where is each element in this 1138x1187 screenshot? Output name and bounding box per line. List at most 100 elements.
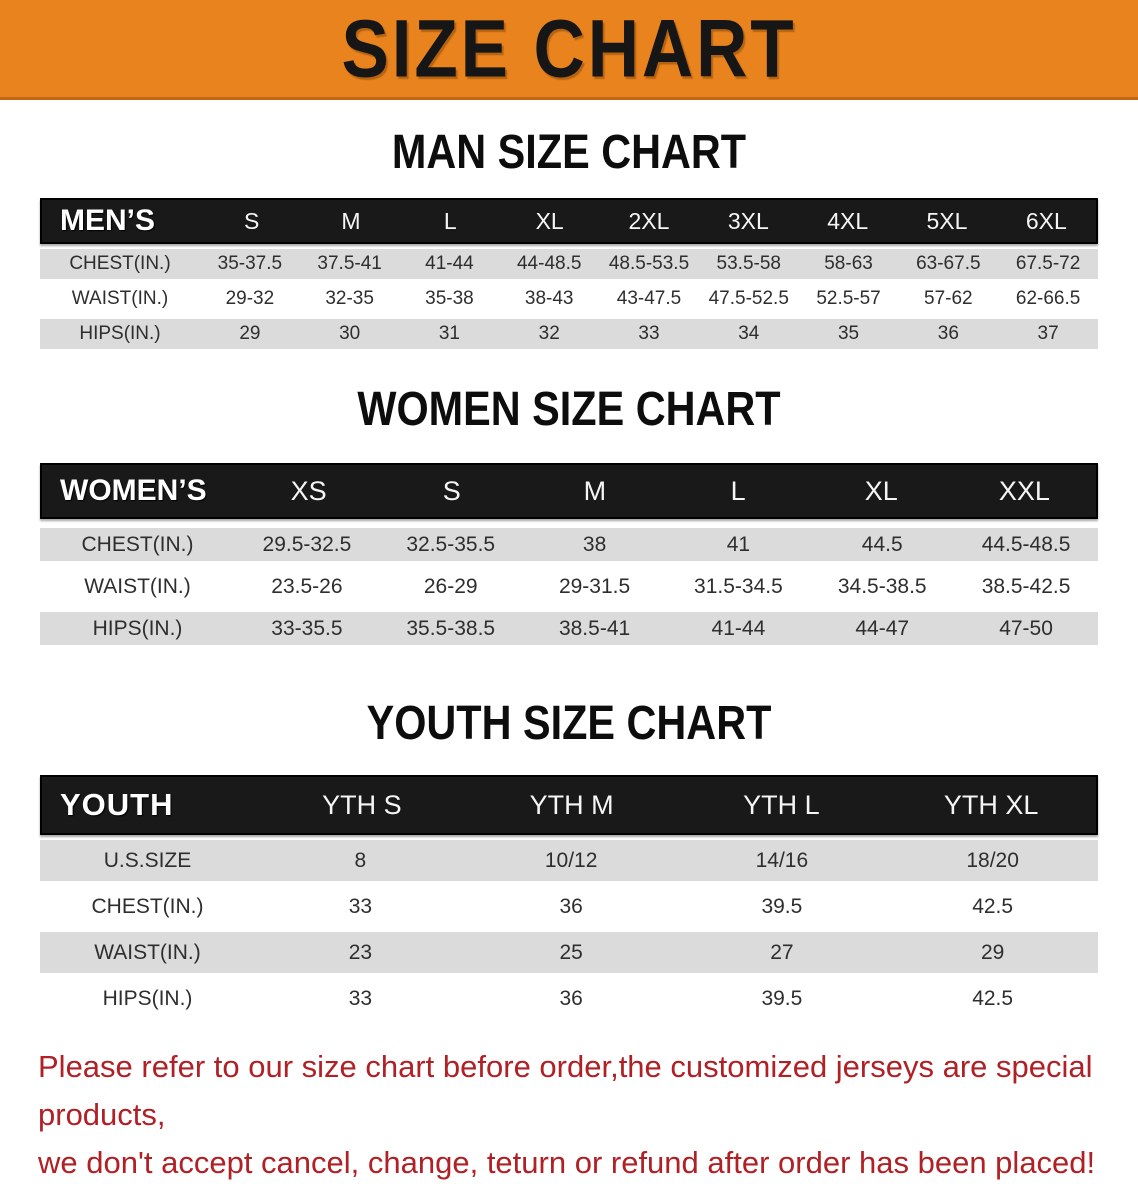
men-col-l: L (443, 207, 457, 234)
cell: 43-47.5 (616, 288, 682, 309)
men-col-m: M (341, 207, 361, 234)
cell: 62-66.5 (1015, 288, 1081, 309)
row-label: HIPS(IN.) (79, 323, 161, 344)
cell: 41-44 (425, 253, 474, 274)
disclaimer-line-1: Please refer to our size chart before or… (38, 1049, 1093, 1132)
cell: 41 (726, 532, 751, 556)
women-section: WOMEN SIZE CHART WOMEN’S XS S M L XL XXL… (0, 381, 1138, 645)
men-table-header-row: MEN’S S M L XL 2XL 3XL 4XL 5XL 6XL (40, 198, 1098, 244)
men-table-header-label: MEN’S (60, 204, 156, 237)
cell: 35-38 (425, 288, 474, 309)
cell: 53.5-58 (716, 253, 781, 274)
youth-hips-row: HIPS(IN.) 33 36 39.5 42.5 (40, 978, 1098, 1019)
cell: 36 (559, 986, 583, 1010)
cell: 39.5 (761, 894, 803, 918)
cell: 32-35 (325, 288, 374, 309)
cell: 44.5 (861, 532, 903, 556)
cell: 27 (770, 940, 794, 964)
women-chest-row: CHEST(IN.) 29.5-32.5 32.5-35.5 38 41 44.… (40, 528, 1098, 561)
cell: 34 (738, 323, 760, 344)
women-col-l: L (730, 475, 746, 506)
cell: 23 (348, 940, 373, 964)
row-label: HIPS(IN.) (92, 616, 183, 640)
cell: 32.5-35.5 (406, 532, 496, 556)
cell: 35 (837, 323, 860, 344)
disclaimer: Please refer to our size chart before or… (0, 1043, 1138, 1187)
men-chest-row: CHEST(IN.) 35-37.5 37.5-41 41-44 44-48.5… (40, 249, 1098, 279)
cell: 42.5 (972, 986, 1014, 1010)
cell: 31.5-34.5 (694, 574, 783, 598)
men-col-xl: XL (535, 207, 564, 234)
men-waist-row: WAIST(IN.) 29-32 32-35 35-38 38-43 43-47… (40, 284, 1098, 314)
cell: 35.5-38.5 (406, 616, 496, 640)
row-label: U.S.SIZE (103, 848, 192, 872)
youth-size-table: YOUTH YTH S YTH M YTH L YTH XL U.S.SIZE … (40, 775, 1098, 1019)
row-label: CHEST(IN.) (81, 532, 194, 556)
youth-waist-row: WAIST(IN.) 23 25 27 29 (40, 932, 1098, 973)
youth-col-s: YTH S (322, 789, 402, 820)
women-col-xl: XL (864, 475, 898, 506)
women-col-s: S (442, 475, 461, 506)
youth-table-header-label: YOUTH (60, 787, 174, 822)
banner: SIZE CHART (0, 0, 1138, 100)
cell: 37.5-41 (317, 253, 382, 274)
women-hips-row: HIPS(IN.) 33-35.5 35.5-38.5 38.5-41 41-4… (40, 612, 1098, 645)
cell: 67.5-72 (1015, 253, 1081, 274)
cell: 30 (339, 323, 361, 344)
row-label: CHEST(IN.) (91, 894, 204, 918)
women-table-header-row: WOMEN’S XS S M L XL XXL (40, 463, 1098, 519)
cell: 29-32 (225, 288, 275, 309)
disclaimer-line-2: we don't accept cancel, change, teturn o… (38, 1145, 1096, 1180)
cell: 29.5-32.5 (262, 532, 352, 556)
cell: 41-44 (711, 616, 766, 640)
cell: 44-47 (855, 616, 910, 640)
youth-section-heading: YOUTH SIZE CHART (366, 694, 772, 750)
youth-col-l: YTH L (743, 789, 820, 820)
cell: 10/12 (544, 848, 598, 872)
cell: 38-43 (524, 288, 574, 309)
cell: 25 (559, 940, 583, 964)
cell: 33 (638, 323, 660, 344)
cell: 44-48.5 (516, 253, 582, 274)
row-label: WAIST(IN.) (84, 574, 191, 598)
cell: 33 (348, 894, 373, 918)
cell: 33-35.5 (271, 616, 343, 640)
women-col-m: M (583, 475, 607, 506)
youth-table-header-row: YOUTH YTH S YTH M YTH L YTH XL (40, 775, 1098, 835)
cell: 38 (582, 532, 607, 556)
cell: 39.5 (761, 986, 803, 1010)
women-table-header-label: WOMEN’S (60, 474, 207, 507)
cell: 18/20 (966, 848, 1019, 872)
cell: 33 (348, 986, 373, 1010)
cell: 29-31.5 (558, 574, 631, 598)
cell: 32 (538, 323, 560, 344)
cell: 23.5-26 (271, 574, 343, 598)
youth-col-m: YTH M (529, 789, 614, 820)
row-label: CHEST(IN.) (69, 253, 171, 274)
cell: 58-63 (824, 253, 873, 274)
cell: 48.5-53.5 (608, 253, 690, 274)
cell: 8 (354, 848, 367, 872)
men-col-5xl: 5XL (926, 207, 968, 234)
cell: 47.5-52.5 (708, 288, 789, 309)
youth-ussize-row: U.S.SIZE 8 10/12 14/16 18/20 (40, 840, 1098, 881)
cell: 47-50 (999, 616, 1053, 640)
men-section: MAN SIZE CHART MEN’S S M L XL 2XL 3XL 4X… (0, 124, 1138, 349)
cell: 57-62 (924, 288, 973, 309)
men-hips-row: HIPS(IN.) 29 30 31 32 33 34 35 36 37 (40, 319, 1098, 349)
youth-col-xl: YTH XL (943, 789, 1039, 820)
cell: 44.5-48.5 (981, 532, 1071, 556)
cell: 31 (438, 323, 460, 344)
cell: 29 (239, 323, 261, 344)
youth-chest-row: CHEST(IN.) 33 36 39.5 42.5 (40, 886, 1098, 927)
cell: 36 (559, 894, 583, 918)
youth-section: YOUTH SIZE CHART YOUTH YTH S YTH M YTH L… (0, 694, 1138, 1019)
men-col-2xl: 2XL (628, 207, 670, 234)
cell: 34.5-38.5 (837, 574, 927, 598)
cell: 63-67.5 (916, 253, 981, 274)
cell: 35-37.5 (217, 253, 283, 274)
cell: 37 (1037, 323, 1059, 344)
cell: 29 (980, 940, 1005, 964)
cell: 26-29 (423, 574, 478, 598)
